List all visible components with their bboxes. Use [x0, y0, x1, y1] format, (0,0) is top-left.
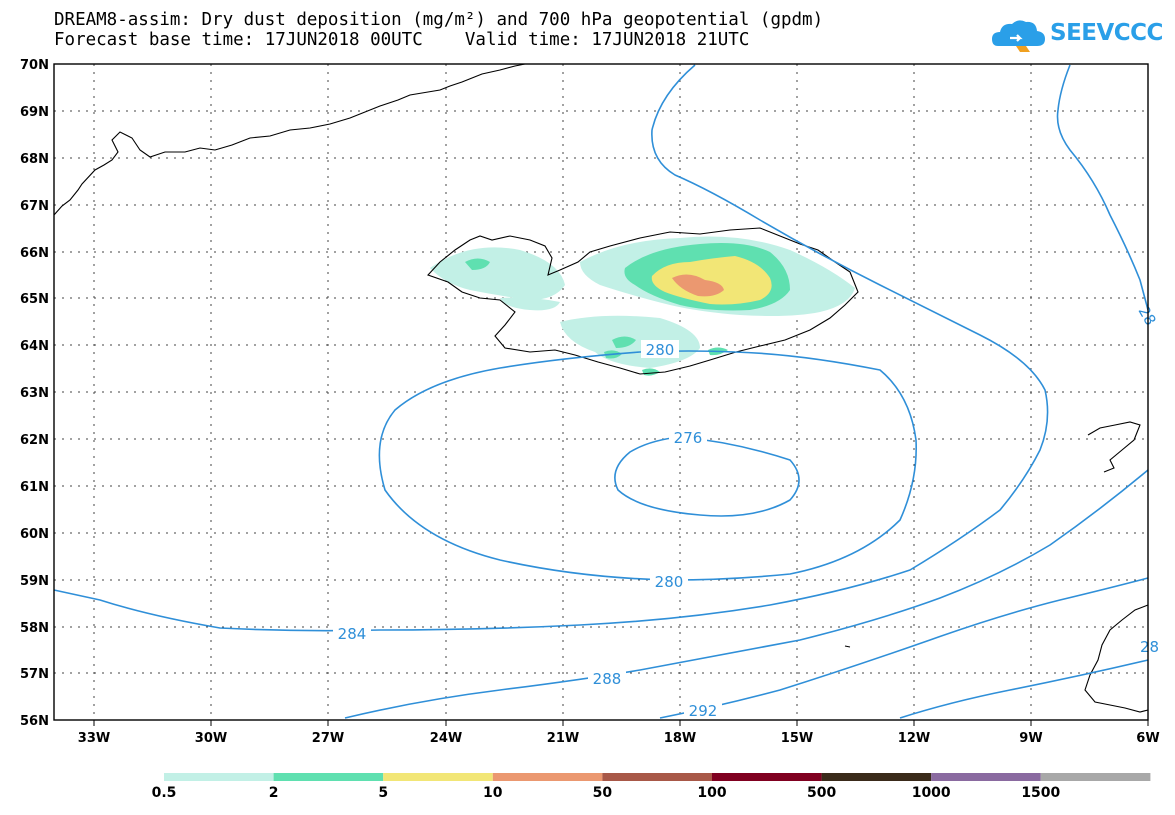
contour-276 — [614, 436, 800, 517]
lon-label: 24W — [430, 731, 462, 746]
colorbar-swatch — [821, 773, 932, 781]
dust-area-10 — [672, 274, 724, 297]
dust-area-2 — [465, 258, 490, 270]
cloud-icon — [992, 20, 1045, 52]
colorbar-swatch — [712, 773, 822, 781]
lat-label: 57N — [20, 667, 49, 682]
contour-label: 28 — [1135, 303, 1160, 329]
title-line-2: Forecast base time: 17JUN2018 00UTC Vali… — [54, 30, 750, 50]
colorbar-swatch — [492, 773, 603, 781]
lat-label: 67N — [20, 199, 49, 214]
lat-label: 58N — [20, 621, 49, 636]
colorbar-label: 1000 — [912, 785, 951, 801]
colorbar-label: 2 — [269, 785, 279, 801]
logo-text: SEEVCCC — [1050, 20, 1163, 46]
colorbar-swatch — [931, 773, 1041, 781]
colorbar-swatch — [602, 773, 712, 781]
lat-label: 64N — [20, 339, 49, 354]
gridlines — [54, 64, 1148, 720]
dust-area-2 — [612, 336, 636, 348]
dust-deposition-field — [430, 236, 855, 376]
contour-label: 284 — [338, 625, 367, 643]
contour-28x-north — [53, 64, 1049, 632]
coastlines — [53, 63, 1149, 713]
colorbar-label: 500 — [807, 785, 836, 801]
colorbar-swatch — [164, 773, 274, 781]
dust-area-0-5 — [430, 247, 565, 300]
colorbar-label: 10 — [483, 785, 503, 801]
lon-label: 18W — [664, 731, 696, 746]
lon-label: 12W — [898, 731, 930, 746]
contour-296 — [899, 659, 1149, 719]
lon-label: 21W — [547, 731, 579, 746]
lat-label: 68N — [20, 152, 49, 167]
lat-label: 62N — [20, 433, 49, 448]
colorbar-swatch — [383, 773, 493, 781]
lat-label: 63N — [20, 386, 49, 401]
faroe-coast — [1087, 421, 1141, 473]
contour-label: 280 — [646, 341, 675, 359]
rockall — [844, 645, 851, 648]
lat-label: 70N — [20, 58, 49, 73]
lon-label: 33W — [78, 731, 110, 746]
lat-label: 66N — [20, 246, 49, 261]
iceland-coast — [427, 227, 859, 375]
latitude-labels: 70N 69N 68N 67N 66N 65N 64N 63N 62N 61N … — [20, 58, 49, 729]
dust-area-0-5 — [500, 297, 560, 311]
contour-label: 280 — [655, 573, 684, 591]
longitude-labels: 33W 30W 27W 24W 21W 18W 15W 12W 9W 6W — [78, 731, 1160, 746]
dust-area-5 — [651, 256, 772, 305]
colorbar-label: 1500 — [1021, 785, 1060, 801]
lon-label: 27W — [312, 731, 344, 746]
colorbar-swatch — [1040, 773, 1151, 781]
lat-label: 65N — [20, 292, 49, 307]
colorbar: 0.5 2 5 10 50 100 500 1000 1500 — [152, 773, 1151, 801]
colorbar-label: 100 — [697, 785, 726, 801]
dust-area-2 — [642, 368, 660, 376]
colorbar-label: 50 — [593, 785, 613, 801]
lat-label: 59N — [20, 574, 49, 589]
lon-label: 30W — [195, 731, 227, 746]
contour-288 — [344, 469, 1149, 719]
contour-292 — [659, 577, 1149, 719]
contour-label: 276 — [674, 429, 703, 447]
contour-label-group: 280 276 280 284 288 292 28 28 — [333, 303, 1160, 720]
lat-label: 56N — [20, 714, 49, 729]
contour-label: 292 — [689, 702, 718, 720]
lat-label: 60N — [20, 527, 49, 542]
colorbar-label: 5 — [378, 785, 388, 801]
colorbar-swatch — [273, 773, 384, 781]
contour-280-outer — [1056, 64, 1149, 311]
geopotential-contours — [53, 64, 1149, 719]
tick-marks — [93, 720, 1149, 726]
map-frame — [53, 63, 1149, 721]
lat-label: 69N — [20, 105, 49, 120]
contour-280-inner — [378, 350, 917, 581]
title-line-1: DREAM8-assim: Dry dust deposition (mg/m²… — [54, 10, 824, 30]
scotland-coast — [1084, 604, 1149, 713]
contour-label: 288 — [593, 670, 622, 688]
lon-label: 6W — [1136, 731, 1159, 746]
lat-label: 61N — [20, 480, 49, 495]
colorbar-label: 0.5 — [152, 785, 177, 801]
greenland-coast — [53, 63, 526, 216]
lon-label: 9W — [1019, 731, 1042, 746]
contour-label: 28 — [1140, 638, 1159, 656]
lon-label: 15W — [781, 731, 813, 746]
